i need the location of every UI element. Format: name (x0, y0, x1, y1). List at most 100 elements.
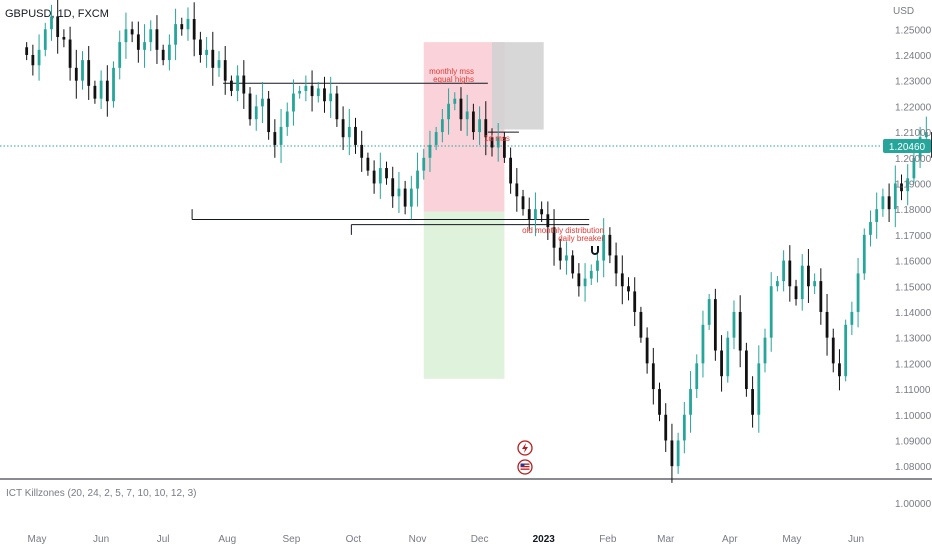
y-tick-label: 1.18000 (895, 205, 932, 216)
candle-body (763, 337, 767, 364)
y-tick-label: 1.23000 (895, 77, 932, 88)
candle-body (273, 132, 277, 145)
candle-body (794, 286, 798, 300)
zone-premium[interactable] (492, 42, 544, 130)
candle-body (292, 93, 295, 112)
candle-body (149, 29, 153, 43)
x-tick-label: Apr (722, 534, 738, 545)
candle-body (254, 106, 258, 120)
candle-body (323, 88, 326, 102)
candle-body (682, 414, 686, 441)
candle-body (211, 49, 215, 68)
candle-body (37, 49, 41, 66)
candle-body (385, 168, 388, 179)
candle-body (298, 90, 302, 94)
candle-body (862, 234, 866, 274)
candle-body (534, 209, 537, 220)
x-tick-label: Jul (157, 534, 170, 545)
candle-body (620, 273, 624, 287)
candle-body (602, 234, 606, 261)
candle-body (912, 157, 916, 179)
candle-body (738, 311, 742, 351)
candle-body (782, 260, 786, 282)
candle-body (645, 337, 649, 364)
y-tick-label: 1.10000 (895, 411, 932, 422)
candle-body (614, 255, 618, 274)
zone-risk[interactable] (423, 42, 505, 212)
candle-body (608, 234, 612, 256)
candle-body (769, 286, 773, 338)
candle-body (416, 170, 419, 189)
y-tick-label: 1.16000 (895, 257, 932, 268)
candle-body (43, 29, 47, 50)
candle-body (471, 111, 475, 133)
candle-body (143, 42, 146, 50)
zone-reward[interactable] (423, 211, 505, 379)
candle-body (397, 188, 401, 197)
candle-body (112, 67, 115, 102)
y-tick-label: 1.13000 (895, 334, 932, 345)
candle-body (558, 247, 562, 261)
candle-body (732, 311, 736, 338)
y-tick-label: 1.08000 (895, 462, 932, 473)
y-tick-label: 1.19000 (895, 179, 932, 190)
y-tick-label: 1.09000 (895, 436, 932, 447)
candle-body (341, 119, 345, 138)
candle-body (540, 209, 544, 215)
candle-body (118, 42, 122, 68)
candle-body (744, 350, 748, 390)
candle-body (726, 337, 730, 377)
candle-body (651, 363, 655, 390)
candle-body (124, 29, 128, 43)
candle-body (93, 85, 97, 99)
candle-body (900, 183, 903, 192)
candle-body (62, 36, 66, 40)
candle-body (236, 75, 240, 91)
candle-body (372, 170, 376, 184)
candle-body (887, 196, 891, 210)
x-tick-label: Nov (409, 534, 427, 545)
candle-body (676, 440, 680, 467)
candle-body (695, 363, 699, 390)
candle-body (701, 324, 705, 364)
candle-body (565, 255, 568, 261)
candle-body (81, 60, 84, 81)
price-axis[interactable]: 1.25000 1.24000 1.23000 1.22000 1.21000 1.200… (883, 25, 932, 473)
candle-body (68, 39, 72, 68)
zones-layer (0, 42, 880, 379)
y-tick-label: 1.20000 (895, 154, 932, 165)
magnet-icon[interactable] (591, 246, 599, 255)
candle-body (720, 350, 723, 377)
y-tick-label: 1.21000 (895, 128, 932, 139)
candle-body (155, 29, 159, 50)
candle-body (25, 47, 29, 55)
candle-body (136, 34, 140, 50)
candle-body (893, 183, 897, 210)
candle-body (217, 60, 221, 68)
candle-body (354, 126, 357, 145)
x-tick-label: Aug (218, 534, 236, 545)
candle-body (347, 126, 351, 138)
annotation-equal-highs: equal highs (433, 75, 474, 84)
candle-body (527, 209, 531, 220)
candle-body (713, 299, 717, 351)
candle-body (304, 85, 308, 91)
candle-body (378, 168, 382, 184)
us-flag-event-icon[interactable] (517, 459, 533, 475)
last-price-badge[interactable] (883, 138, 931, 153)
lightning-icon[interactable] (517, 440, 533, 456)
currency-label: USD (893, 6, 914, 17)
candle-body (881, 196, 885, 210)
time-axis[interactable]: May Jun Jul Aug Sep Oct Nov Dec 2023 Feb Mar Apr May… (28, 534, 865, 545)
candle-body (707, 299, 711, 325)
candle-body (850, 311, 854, 325)
candle-body (844, 324, 848, 377)
candle-body (167, 44, 171, 61)
candle-body (906, 178, 910, 192)
candle-body (875, 209, 879, 223)
x-tick-label: Oct (346, 534, 362, 545)
candle-body (422, 157, 426, 171)
candle-body (180, 24, 184, 30)
candle-body (490, 137, 494, 148)
